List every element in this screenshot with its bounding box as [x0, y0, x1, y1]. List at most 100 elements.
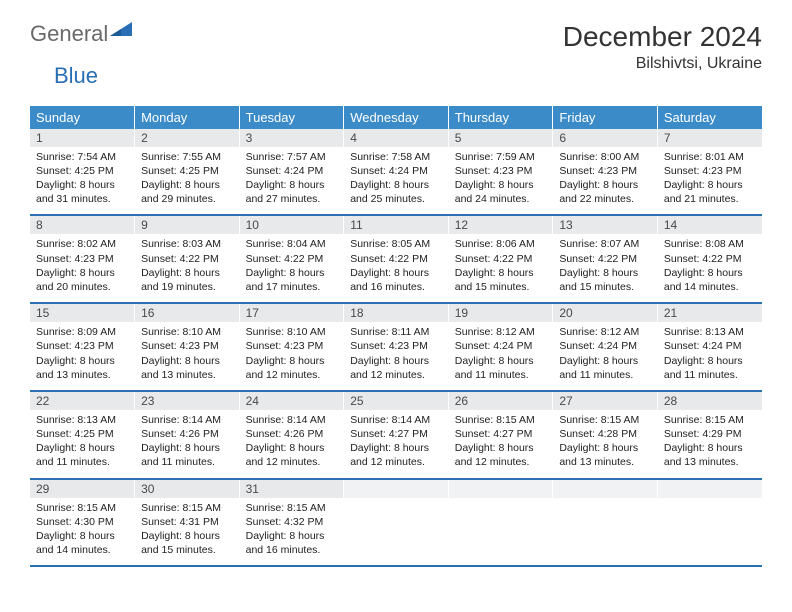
- calendar-table: SundayMondayTuesdayWednesdayThursdayFrid…: [30, 106, 762, 567]
- day-cell: 4Sunrise: 7:58 AMSunset: 4:24 PMDaylight…: [344, 129, 449, 216]
- logo-triangle-icon: [110, 22, 132, 45]
- day-details: Sunrise: 7:57 AMSunset: 4:24 PMDaylight:…: [240, 147, 344, 215]
- day-cell: 7Sunrise: 8:01 AMSunset: 4:23 PMDaylight…: [657, 129, 762, 216]
- day-cell: 8Sunrise: 8:02 AMSunset: 4:23 PMDaylight…: [30, 215, 135, 303]
- day-number: 11: [344, 216, 448, 234]
- day-number: 3: [240, 129, 344, 147]
- day-cell: 15Sunrise: 8:09 AMSunset: 4:23 PMDayligh…: [30, 303, 135, 391]
- day-details: Sunrise: 8:13 AMSunset: 4:24 PMDaylight:…: [658, 322, 762, 390]
- day-number: 21: [658, 304, 762, 322]
- week-row: 8Sunrise: 8:02 AMSunset: 4:23 PMDaylight…: [30, 215, 762, 303]
- weekday-header: Monday: [135, 106, 240, 129]
- day-cell: 30Sunrise: 8:15 AMSunset: 4:31 PMDayligh…: [135, 479, 240, 567]
- day-details: Sunrise: 7:59 AMSunset: 4:23 PMDaylight:…: [449, 147, 553, 215]
- day-details: Sunrise: 8:14 AMSunset: 4:27 PMDaylight:…: [344, 410, 448, 478]
- day-details: Sunrise: 8:10 AMSunset: 4:23 PMDaylight:…: [240, 322, 344, 390]
- day-details: Sunrise: 8:07 AMSunset: 4:22 PMDaylight:…: [553, 234, 657, 302]
- day-cell: [448, 479, 553, 567]
- day-number: 30: [135, 480, 239, 498]
- day-cell: 3Sunrise: 7:57 AMSunset: 4:24 PMDaylight…: [239, 129, 344, 216]
- week-row: 1Sunrise: 7:54 AMSunset: 4:25 PMDaylight…: [30, 129, 762, 216]
- day-number: 22: [30, 392, 134, 410]
- day-number: 10: [240, 216, 344, 234]
- day-details: Sunrise: 8:15 AMSunset: 4:30 PMDaylight:…: [30, 498, 134, 566]
- day-details: Sunrise: 8:15 AMSunset: 4:31 PMDaylight:…: [135, 498, 239, 566]
- day-number: 6: [553, 129, 657, 147]
- day-cell: 5Sunrise: 7:59 AMSunset: 4:23 PMDaylight…: [448, 129, 553, 216]
- day-details: Sunrise: 8:12 AMSunset: 4:24 PMDaylight:…: [553, 322, 657, 390]
- day-number: 7: [658, 129, 762, 147]
- day-number: 26: [449, 392, 553, 410]
- day-cell: 26Sunrise: 8:15 AMSunset: 4:27 PMDayligh…: [448, 391, 553, 479]
- day-details: Sunrise: 8:14 AMSunset: 4:26 PMDaylight:…: [135, 410, 239, 478]
- day-details: Sunrise: 8:09 AMSunset: 4:23 PMDaylight:…: [30, 322, 134, 390]
- day-cell: [657, 479, 762, 567]
- day-cell: 31Sunrise: 8:15 AMSunset: 4:32 PMDayligh…: [239, 479, 344, 567]
- page-title: December 2024: [563, 22, 762, 53]
- brand-logo: General: [30, 22, 134, 45]
- weekday-header: Sunday: [30, 106, 135, 129]
- day-cell: 28Sunrise: 8:15 AMSunset: 4:29 PMDayligh…: [657, 391, 762, 479]
- week-row: 15Sunrise: 8:09 AMSunset: 4:23 PMDayligh…: [30, 303, 762, 391]
- day-number: 13: [553, 216, 657, 234]
- day-number: 19: [449, 304, 553, 322]
- day-cell: 19Sunrise: 8:12 AMSunset: 4:24 PMDayligh…: [448, 303, 553, 391]
- day-cell: 12Sunrise: 8:06 AMSunset: 4:22 PMDayligh…: [448, 215, 553, 303]
- day-number: 31: [240, 480, 344, 498]
- day-number: 4: [344, 129, 448, 147]
- day-number: 17: [240, 304, 344, 322]
- weekday-header: Wednesday: [344, 106, 449, 129]
- day-cell: [344, 479, 449, 567]
- day-details: Sunrise: 8:01 AMSunset: 4:23 PMDaylight:…: [658, 147, 762, 215]
- day-number: 5: [449, 129, 553, 147]
- day-details: Sunrise: 8:05 AMSunset: 4:22 PMDaylight:…: [344, 234, 448, 302]
- day-cell: 24Sunrise: 8:14 AMSunset: 4:26 PMDayligh…: [239, 391, 344, 479]
- day-details: Sunrise: 7:55 AMSunset: 4:25 PMDaylight:…: [135, 147, 239, 215]
- day-cell: 2Sunrise: 7:55 AMSunset: 4:25 PMDaylight…: [135, 129, 240, 216]
- day-details: Sunrise: 8:13 AMSunset: 4:25 PMDaylight:…: [30, 410, 134, 478]
- day-details: Sunrise: 8:14 AMSunset: 4:26 PMDaylight:…: [240, 410, 344, 478]
- day-details: Sunrise: 8:11 AMSunset: 4:23 PMDaylight:…: [344, 322, 448, 390]
- day-cell: 18Sunrise: 8:11 AMSunset: 4:23 PMDayligh…: [344, 303, 449, 391]
- day-cell: 10Sunrise: 8:04 AMSunset: 4:22 PMDayligh…: [239, 215, 344, 303]
- day-number: 27: [553, 392, 657, 410]
- day-cell: 20Sunrise: 8:12 AMSunset: 4:24 PMDayligh…: [553, 303, 658, 391]
- brand-name-part1: General: [30, 23, 108, 45]
- weekday-header-row: SundayMondayTuesdayWednesdayThursdayFrid…: [30, 106, 762, 129]
- day-details: Sunrise: 8:15 AMSunset: 4:28 PMDaylight:…: [553, 410, 657, 478]
- day-number: 16: [135, 304, 239, 322]
- day-number: 14: [658, 216, 762, 234]
- day-details: Sunrise: 8:15 AMSunset: 4:29 PMDaylight:…: [658, 410, 762, 478]
- day-details: Sunrise: 8:04 AMSunset: 4:22 PMDaylight:…: [240, 234, 344, 302]
- day-number: 28: [658, 392, 762, 410]
- week-row: 29Sunrise: 8:15 AMSunset: 4:30 PMDayligh…: [30, 479, 762, 567]
- weekday-header: Saturday: [657, 106, 762, 129]
- day-details: Sunrise: 7:54 AMSunset: 4:25 PMDaylight:…: [30, 147, 134, 215]
- day-cell: 11Sunrise: 8:05 AMSunset: 4:22 PMDayligh…: [344, 215, 449, 303]
- day-cell: 1Sunrise: 7:54 AMSunset: 4:25 PMDaylight…: [30, 129, 135, 216]
- day-cell: 22Sunrise: 8:13 AMSunset: 4:25 PMDayligh…: [30, 391, 135, 479]
- day-cell: 21Sunrise: 8:13 AMSunset: 4:24 PMDayligh…: [657, 303, 762, 391]
- day-details: Sunrise: 8:12 AMSunset: 4:24 PMDaylight:…: [449, 322, 553, 390]
- day-details: Sunrise: 8:15 AMSunset: 4:27 PMDaylight:…: [449, 410, 553, 478]
- day-number: 18: [344, 304, 448, 322]
- day-cell: [553, 479, 658, 567]
- day-number: 15: [30, 304, 134, 322]
- day-details: Sunrise: 8:10 AMSunset: 4:23 PMDaylight:…: [135, 322, 239, 390]
- day-number: 12: [449, 216, 553, 234]
- day-number: 23: [135, 392, 239, 410]
- day-details: Sunrise: 8:06 AMSunset: 4:22 PMDaylight:…: [449, 234, 553, 302]
- day-details: Sunrise: 8:00 AMSunset: 4:23 PMDaylight:…: [553, 147, 657, 215]
- day-cell: 9Sunrise: 8:03 AMSunset: 4:22 PMDaylight…: [135, 215, 240, 303]
- day-cell: 25Sunrise: 8:14 AMSunset: 4:27 PMDayligh…: [344, 391, 449, 479]
- day-number: 24: [240, 392, 344, 410]
- day-details: Sunrise: 8:08 AMSunset: 4:22 PMDaylight:…: [658, 234, 762, 302]
- calendar-body: 1Sunrise: 7:54 AMSunset: 4:25 PMDaylight…: [30, 129, 762, 566]
- day-number: 1: [30, 129, 134, 147]
- day-details: Sunrise: 8:15 AMSunset: 4:32 PMDaylight:…: [240, 498, 344, 566]
- brand-name-part2: Blue: [54, 63, 98, 88]
- day-cell: 16Sunrise: 8:10 AMSunset: 4:23 PMDayligh…: [135, 303, 240, 391]
- day-number: 8: [30, 216, 134, 234]
- weekday-header: Friday: [553, 106, 658, 129]
- weekday-header: Tuesday: [239, 106, 344, 129]
